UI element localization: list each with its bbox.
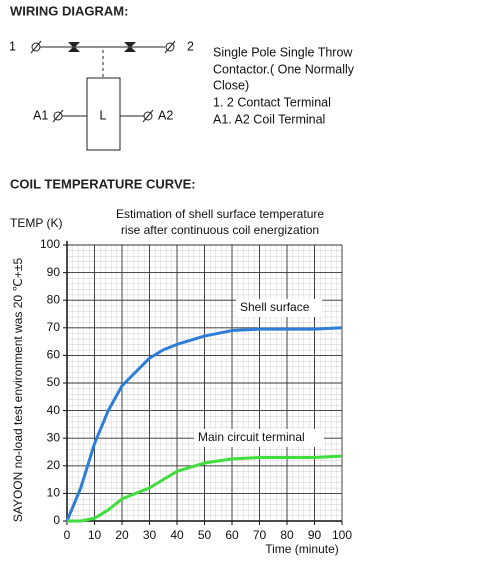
series-label: Shell surface bbox=[240, 300, 310, 314]
label-bg bbox=[194, 429, 324, 447]
x-tick-label: 30 bbox=[143, 528, 157, 542]
x-tick-label: 100 bbox=[332, 528, 352, 542]
x-tick-label: 60 bbox=[225, 528, 239, 542]
y-tick-label: 80 bbox=[47, 292, 61, 306]
description-line: Contactor.( One Normally bbox=[213, 62, 355, 76]
series-line bbox=[67, 454, 343, 523]
terminal-label: 2 bbox=[187, 39, 194, 53]
x-tick-label: 20 bbox=[115, 528, 129, 542]
x-tick-label: 50 bbox=[198, 528, 212, 542]
series-label: Main circuit terminal bbox=[198, 430, 305, 444]
y-tick-label: 50 bbox=[47, 375, 61, 389]
series-line bbox=[65, 326, 343, 522]
description-line: A1. A2 Coil Terminal bbox=[213, 112, 325, 126]
x-tick-label: 70 bbox=[253, 528, 267, 542]
description: Single Pole Single Throw Contactor.( One… bbox=[213, 45, 355, 126]
label-bg bbox=[236, 299, 322, 317]
x-tick-label: 90 bbox=[308, 528, 322, 542]
y-tick-label: 100 bbox=[40, 237, 60, 251]
terminal-label: A1 bbox=[33, 108, 48, 122]
description-line: Single Pole Single Throw bbox=[213, 45, 353, 59]
y-tick-label: 70 bbox=[47, 320, 61, 334]
x-tick-label: 40 bbox=[170, 528, 184, 542]
y-tick-label: 0 bbox=[53, 513, 60, 527]
y-tick-label: 40 bbox=[47, 403, 61, 417]
x-tick-label: 80 bbox=[280, 528, 294, 542]
coil-label: L bbox=[100, 108, 107, 122]
heading: WIRING DIAGRAM: bbox=[10, 3, 128, 18]
x-axis-label: Time (minute) bbox=[265, 542, 339, 556]
terminal-label: 1 bbox=[9, 39, 16, 53]
description-line: Close) bbox=[213, 78, 249, 92]
y-tick-label: 20 bbox=[47, 458, 61, 472]
y-axis-label: TEMP (K) bbox=[10, 216, 62, 230]
terminal-label: A2 bbox=[158, 108, 173, 122]
y-tick-label: 60 bbox=[47, 348, 61, 362]
y-tick-label: 10 bbox=[47, 486, 61, 500]
x-tick-label: 0 bbox=[64, 528, 71, 542]
side-note: SAYOON no-load test environment was 20 ℃… bbox=[11, 258, 25, 523]
chart-title: Estimation of shell surface temperature bbox=[116, 207, 324, 221]
heading: COIL TEMPERATURE CURVE: bbox=[10, 176, 196, 191]
chart-title: rise after continuous coil energization bbox=[121, 223, 319, 237]
y-tick-label: 90 bbox=[47, 265, 61, 279]
y-tick-label: 30 bbox=[47, 430, 61, 444]
description-line: 1. 2 Contact Terminal bbox=[213, 95, 331, 109]
x-tick-label: 10 bbox=[88, 528, 102, 542]
wiring-diagram: 1 2 L A1 A2 bbox=[9, 39, 194, 151]
